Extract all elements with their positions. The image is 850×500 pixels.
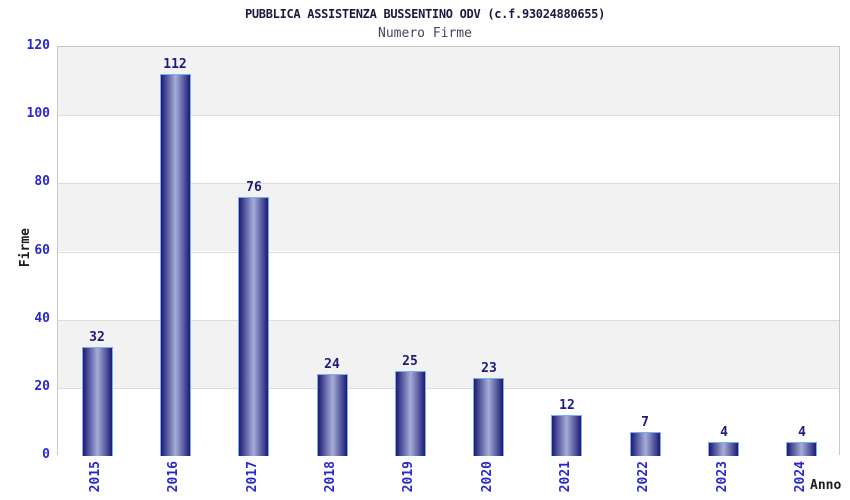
- bar: [551, 415, 582, 456]
- x-tick-label: 2016: [166, 461, 181, 493]
- bar: [473, 378, 504, 456]
- bar-value-label: 23: [481, 361, 497, 376]
- bar: [708, 442, 739, 456]
- y-tick-label: 120: [26, 38, 50, 53]
- x-tick-label: 2015: [88, 461, 103, 493]
- bar-value-label: 76: [246, 180, 262, 195]
- grid-line: [58, 320, 839, 321]
- y-tick-label: 100: [26, 106, 50, 121]
- x-tick-label: 2024: [793, 461, 808, 493]
- x-tick-label: 2019: [401, 461, 416, 493]
- x-tick-label: 2020: [480, 461, 495, 493]
- bar-value-label: 7: [641, 415, 649, 430]
- x-tick-label: 2023: [715, 461, 730, 493]
- bar: [786, 442, 817, 456]
- bar: [238, 197, 269, 456]
- x-tick-label: 2022: [636, 461, 651, 493]
- chart-title: PUBBLICA ASSISTENZA BUSSENTINO ODV (c.f.…: [244, 7, 606, 21]
- plot-area: 32 112 76 24 25 23 12 7 4 4: [57, 46, 840, 456]
- y-tick-label: 60: [34, 243, 50, 258]
- bar-value-label: 4: [720, 425, 728, 440]
- x-tick-label: 2017: [245, 461, 260, 493]
- bar-value-label: 112: [163, 57, 187, 72]
- bar-value-label: 24: [324, 357, 340, 372]
- bar-value-label: 32: [89, 330, 105, 345]
- bar: [82, 347, 113, 456]
- grid-line: [58, 183, 839, 184]
- x-axis-label: Anno: [810, 478, 842, 493]
- y-tick-label: 0: [42, 447, 50, 462]
- chart-subtitle: Numero Firme: [378, 26, 472, 41]
- y-tick-label: 20: [34, 379, 50, 394]
- bar: [630, 432, 661, 456]
- x-tick-label: 2021: [558, 461, 573, 493]
- y-tick-label: 40: [34, 311, 50, 326]
- bar: [160, 74, 191, 456]
- bar: [395, 371, 426, 456]
- bar-value-label: 4: [798, 425, 806, 440]
- bar-value-label: 12: [559, 398, 575, 413]
- x-tick-label: 2018: [323, 461, 338, 493]
- y-tick-label: 80: [34, 174, 50, 189]
- grid-line: [58, 115, 839, 116]
- grid-line: [58, 252, 839, 253]
- bar: [317, 374, 348, 456]
- bar-value-label: 25: [402, 354, 418, 369]
- grid-line: [58, 388, 839, 389]
